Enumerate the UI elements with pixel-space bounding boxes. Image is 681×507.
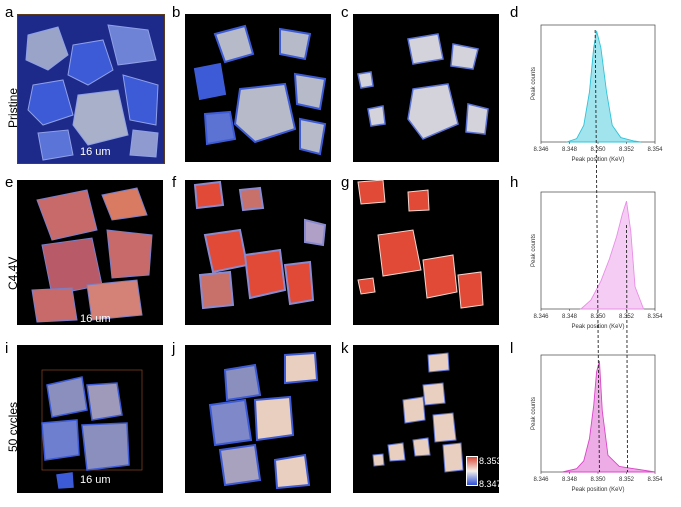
image-cycled-slice-k <box>353 345 499 493</box>
panel-letter-g: g <box>341 174 350 191</box>
image-pristine-slice-b <box>185 14 331 162</box>
image-pristine-slice-c <box>353 14 499 162</box>
image-cycled-slice-j <box>185 345 331 493</box>
particles-red-flat <box>353 180 499 325</box>
particles-mixed-render <box>17 345 163 493</box>
panel-letter-e: e <box>5 174 14 191</box>
y-axis-label: Peak counts <box>531 234 537 267</box>
x-tick-label: 8.348 <box>562 477 578 483</box>
particles-red-cut <box>185 180 331 325</box>
panel-letter-f: f <box>172 174 177 191</box>
series-area <box>562 360 656 473</box>
x-tick-label: 8.346 <box>533 477 549 483</box>
y-axis-label: Peak counts <box>531 67 537 100</box>
particles-blue-render <box>18 15 164 163</box>
x-tick-label: 8.352 <box>619 147 635 153</box>
image-c44v-3d <box>17 180 163 325</box>
x-tick-label: 8.346 <box>533 314 549 320</box>
panel-letter-b: b <box>172 4 181 21</box>
particles-red-render <box>17 180 163 325</box>
particles-pale-cut <box>353 14 499 162</box>
dashed-guide-c44v-peak <box>626 224 628 473</box>
x-tick-label: 8.346 <box>533 147 549 153</box>
panel-letter-j: j <box>172 340 176 357</box>
x-tick-label: 8.354 <box>647 314 663 320</box>
panel-letter-c: c <box>341 4 349 21</box>
x-tick-label: 8.354 <box>647 147 663 153</box>
x-tick-label: 8.352 <box>619 477 635 483</box>
chart-l-50-cycles: 8.346 8.348 8.350 8.352 8.354 Peak position (… <box>531 354 663 493</box>
panel-letter-h: h <box>510 174 519 191</box>
image-c44v-slice-g <box>353 180 499 325</box>
series-area <box>566 30 641 143</box>
panel-letter-k: k <box>341 340 349 357</box>
scale-bar-label-i: 16 um <box>80 474 111 486</box>
colorbar <box>466 456 478 486</box>
panel-letter-l: l <box>510 340 514 357</box>
scale-bar-label-a: 16 um <box>80 146 111 158</box>
colorbar-min-label: 8.347 <box>479 479 502 489</box>
chart-d-pristine: 8.346 8.348 8.350 8.352 8.354 Peak position (… <box>531 24 663 163</box>
y-axis-label: Peak counts <box>531 397 537 430</box>
image-cycled-3d <box>17 345 163 493</box>
dashed-guide-pristine-peak <box>594 29 600 473</box>
x-tick-label: 8.350 <box>590 477 606 483</box>
particles-blue-cut <box>185 14 331 162</box>
x-tick-label: 8.348 <box>562 314 578 320</box>
x-axis-label: Peak position (KeV) <box>571 157 624 163</box>
image-c44v-slice-f <box>185 180 331 325</box>
x-axis-label: Peak position (KeV) <box>571 487 624 493</box>
image-pristine-3d <box>17 14 165 164</box>
panel-letter-i: i <box>5 340 9 357</box>
x-tick-label: 8.348 <box>562 147 578 153</box>
particles-mixed-cut <box>185 345 331 493</box>
scale-bar-label-e: 16 um <box>80 313 111 325</box>
x-tick-label: 8.354 <box>647 477 663 483</box>
colorbar-max-label: 8.353 <box>479 456 502 466</box>
panel-letter-a: a <box>5 4 14 21</box>
x-tick-label: 8.350 <box>590 147 606 153</box>
panel-letter-d: d <box>510 4 519 21</box>
